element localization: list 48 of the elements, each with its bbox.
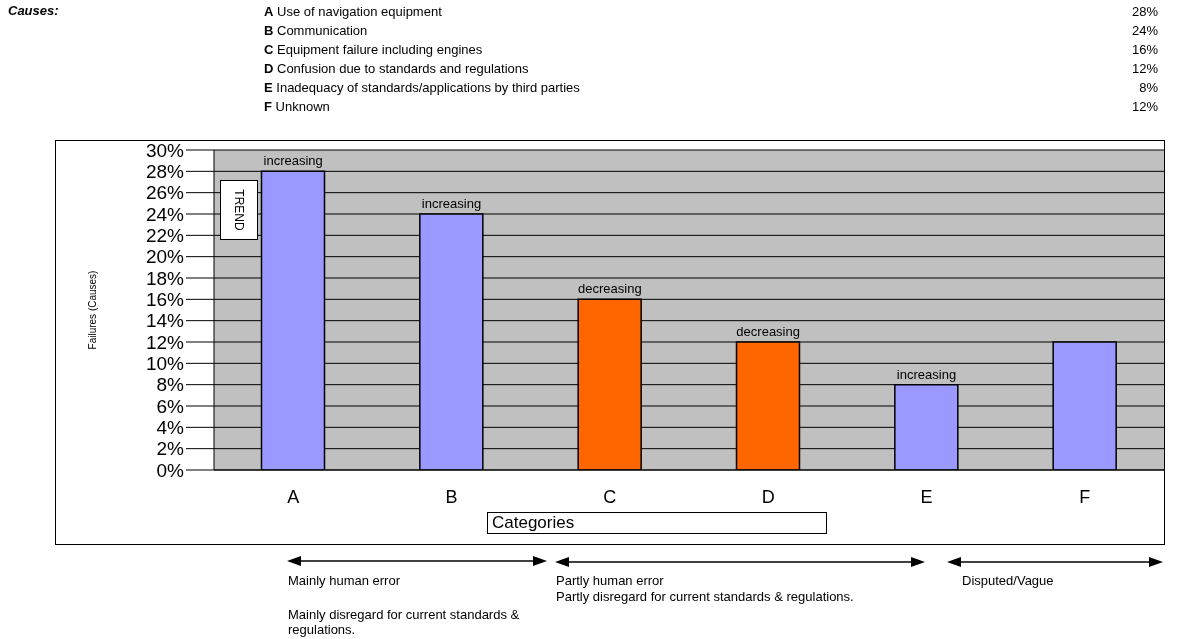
y-tick-label: 0%	[156, 459, 185, 481]
y-tick-label: 20%	[145, 246, 185, 268]
y-tick-label: 26%	[145, 182, 185, 204]
text: C Equipment failure including engines	[264, 42, 483, 57]
annotation: TREND	[232, 189, 246, 231]
text: 8%	[1139, 80, 1158, 95]
y-tick-label: 4%	[156, 417, 185, 439]
annotation: increasing	[263, 153, 323, 169]
x-tick-label: B	[445, 486, 458, 507]
annotation: increasing	[896, 366, 957, 382]
text: 24%	[1131, 23, 1158, 38]
text: Partly human error	[556, 573, 664, 588]
annotation: increasing	[421, 196, 482, 211]
y-tick-label: 6%	[156, 395, 185, 417]
y-tick-label: 10%	[145, 353, 185, 375]
y-axis-title: Failures (Causes)	[86, 270, 98, 350]
text: Mainly disregard for current standards & regulations.	[288, 607, 521, 637]
x-axis-title: Categories	[492, 513, 575, 533]
x-tick-label: A	[287, 486, 300, 507]
y-tick-label: 24%	[145, 203, 185, 225]
text: Mainly human error	[288, 573, 400, 588]
y-tick-label: 14%	[145, 310, 185, 332]
x-tick-label: E	[920, 486, 933, 507]
text: 12%	[1131, 61, 1158, 76]
text: F Unknown	[264, 99, 330, 114]
text: 28%	[1131, 4, 1158, 19]
y-tick-label: 30%	[145, 139, 185, 161]
text: E Inadequacy of standards/applications by third parties	[264, 80, 580, 95]
y-tick-label: 12%	[145, 331, 185, 353]
x-tick-label: F	[1079, 486, 1091, 507]
x-tick-label: D	[761, 486, 775, 507]
text: 12%	[1131, 99, 1158, 114]
y-tick-label: 8%	[156, 374, 185, 396]
annotation: decreasing	[736, 324, 800, 339]
y-tick-label: 28%	[145, 161, 185, 183]
y-tick-label: 16%	[145, 289, 185, 311]
y-tick-label: 18%	[145, 267, 185, 289]
annotation: decreasing	[578, 281, 642, 297]
x-tick-label: C	[603, 486, 617, 507]
text: Partly disregard for current standards & regulations.	[556, 589, 855, 604]
y-tick-label: 2%	[156, 438, 185, 460]
text: A Use of navigation equipment	[264, 4, 442, 19]
text: B Communication	[264, 23, 368, 38]
y-tick-label: 22%	[145, 225, 185, 247]
text: Causes:	[8, 3, 59, 18]
text: D Confusion due to standards and regulations	[264, 61, 529, 76]
text: Disputed/Vague	[962, 573, 1054, 588]
text: 16%	[1131, 42, 1158, 57]
